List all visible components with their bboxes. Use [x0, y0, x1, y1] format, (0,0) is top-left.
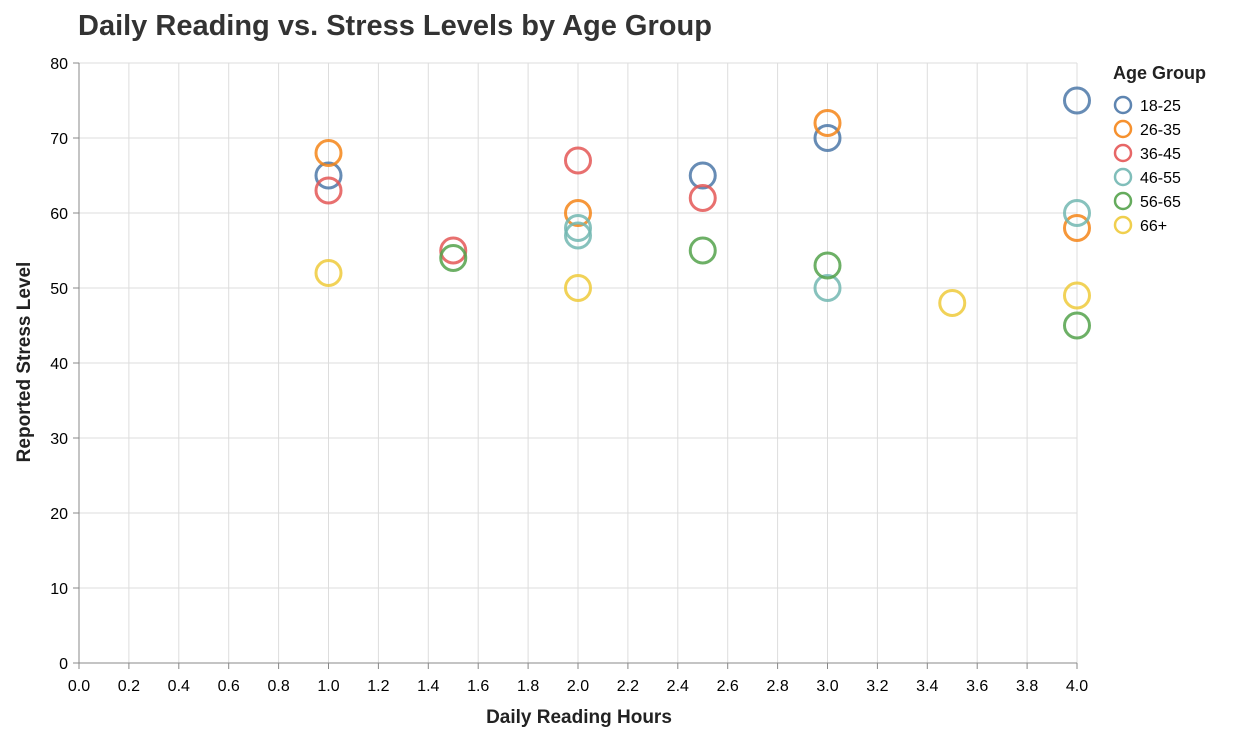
data-point-36-45 [564, 146, 592, 175]
x-tick-label: 1.2 [367, 678, 389, 695]
x-tick-label: 3.8 [1016, 678, 1038, 695]
data-point-56-65 [688, 236, 717, 265]
x-tick-label: 1.0 [317, 678, 339, 695]
data-point-66+ [938, 289, 967, 317]
data-point-66+ [314, 259, 343, 287]
data-point-36-45 [688, 184, 717, 212]
data-point-18-25 [688, 161, 717, 190]
data-point-18-25 [1063, 86, 1091, 115]
x-tick-label: 0.2 [118, 678, 140, 695]
data-point-66+ [564, 274, 592, 302]
data-point-18-25 [813, 124, 842, 152]
data-point-46-55 [564, 221, 592, 250]
data-point-36-45 [314, 176, 343, 205]
legend-symbol [1113, 167, 1133, 187]
data-point-56-65 [1063, 311, 1091, 340]
x-tick-label: 1.6 [467, 678, 489, 695]
axes: 0.0 0.2 0.4 0.6 0.8 1.0 1.2 1.4 1.6 1.8 2.0 2.2 2.4 2… [50, 56, 1088, 695]
legend-title: Age Group [1113, 63, 1206, 83]
legend-label: 26-35 [1140, 122, 1181, 139]
data-point-46-55 [813, 274, 842, 302]
legend-label: 18-25 [1140, 98, 1181, 115]
x-tick-label: 0.8 [267, 678, 289, 695]
legend-label: 66+ [1140, 218, 1167, 235]
data-point-18-25 [314, 161, 343, 190]
legend-label: 46-55 [1140, 170, 1181, 187]
x-tick-label: 3.2 [866, 678, 888, 695]
y-tick-label: 70 [50, 131, 68, 148]
legend-symbol [1113, 143, 1133, 163]
data-point-56-65 [439, 244, 468, 272]
legend-label: 56-65 [1140, 194, 1181, 211]
data-points [314, 86, 1091, 340]
data-point-26-35 [1063, 214, 1091, 242]
x-tick-label: 2.6 [717, 678, 739, 695]
y-tick-label: 20 [50, 506, 68, 523]
x-tick-label: 1.4 [417, 678, 439, 695]
x-tick-label: 2.4 [667, 678, 689, 695]
x-tick-label: 3.6 [966, 678, 988, 695]
data-point-56-65 [813, 251, 842, 280]
x-tick-label: 0.6 [218, 678, 240, 695]
legend-symbol [1113, 95, 1133, 115]
x-tick-label: 2.8 [766, 678, 788, 695]
y-tick-label: 10 [50, 581, 68, 598]
x-tick-label: 1.8 [517, 678, 539, 695]
data-point-36-45 [439, 236, 468, 265]
y-tick-label: 0 [59, 656, 68, 673]
x-axis-title: Daily Reading Hours [486, 707, 672, 728]
data-point-46-55 [1063, 199, 1091, 227]
legend: Age Group 18-25 26-35 36-45 46-55 56-65 66+ [1113, 63, 1206, 235]
x-tick-label: 0.0 [68, 678, 90, 695]
legend-label: 36-45 [1140, 146, 1181, 163]
data-point-26-35 [813, 109, 842, 137]
legend-symbol [1113, 215, 1133, 235]
y-tick-label: 40 [50, 356, 68, 373]
x-tick-label: 3.0 [816, 678, 838, 695]
legend-symbol [1113, 191, 1133, 211]
x-tick-label: 0.4 [168, 678, 190, 695]
legend-symbol [1113, 119, 1133, 139]
x-tick-label: 3.4 [916, 678, 938, 695]
data-point-46-55 [564, 214, 592, 242]
gridlines [78, 62, 1078, 664]
data-point-66+ [1063, 281, 1091, 310]
y-tick-label: 50 [50, 281, 68, 298]
data-point-26-35 [314, 139, 343, 167]
y-tick-label: 60 [50, 206, 68, 223]
x-tick-label: 4.0 [1066, 678, 1088, 695]
x-tick-label: 2.2 [617, 678, 639, 695]
y-tick-label: 30 [50, 431, 68, 448]
chart-title: Daily Reading vs. Stress Levels by Age G… [78, 10, 712, 42]
x-tick-label: 2.0 [567, 678, 589, 695]
y-axis-title: Reported Stress Level [14, 262, 35, 463]
y-tick-label: 80 [50, 56, 68, 73]
data-point-26-35 [564, 199, 592, 227]
